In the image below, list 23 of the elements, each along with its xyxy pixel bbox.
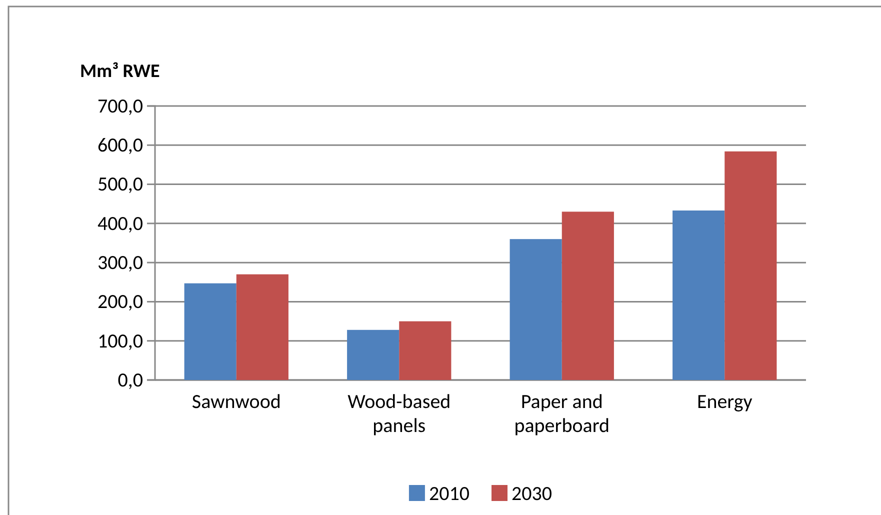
y-tick-label: 0,0: [118, 368, 143, 392]
bar: [724, 151, 777, 380]
bar: [347, 330, 400, 380]
legend-label: 2030: [512, 482, 552, 506]
x-tick-label: Paper and paperboard: [514, 390, 610, 438]
bar: [184, 283, 236, 380]
bar: [562, 212, 614, 380]
bar: [672, 210, 725, 380]
y-axis-title: Mm³ RWE: [80, 60, 160, 83]
x-tick-label: Wood-based panels: [348, 390, 451, 438]
bar: [236, 274, 288, 380]
y-tick-label: 600,0: [97, 134, 143, 158]
bar: [399, 321, 452, 380]
y-tick-label: 300,0: [97, 250, 143, 275]
y-tick-label: 700,0: [97, 94, 143, 118]
legend-label: 2010: [428, 482, 470, 506]
bar: [510, 239, 562, 380]
y-tick-label: 100,0: [97, 329, 143, 354]
y-tick-label: 400,0: [97, 212, 143, 236]
x-tick-label: Sawnwood: [192, 390, 281, 414]
x-tick-label: Energy: [696, 390, 752, 414]
y-tick-label: 500,0: [97, 172, 143, 197]
y-tick-label: 200,0: [97, 290, 143, 314]
